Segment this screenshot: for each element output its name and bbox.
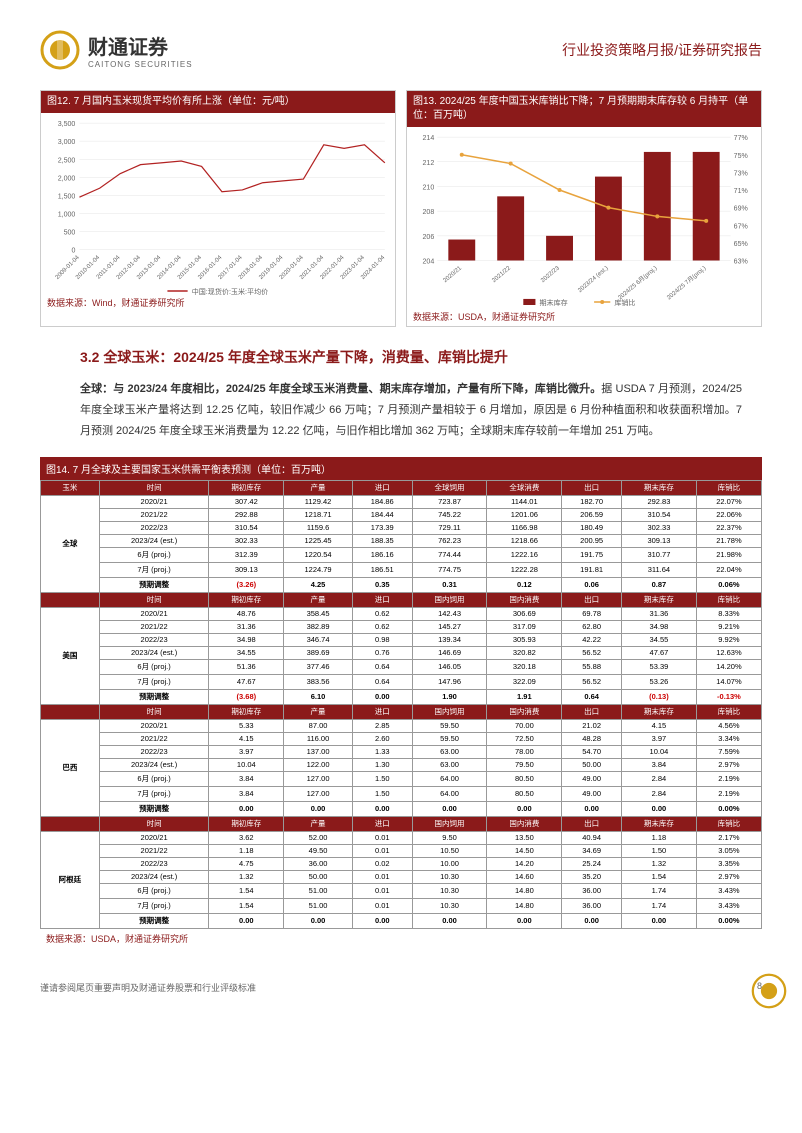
table-row: 7月 (proj.)3.84127.001.5064.0080.5049.002… xyxy=(41,786,762,801)
svg-text:212: 212 xyxy=(423,160,435,167)
table-row: 2021/221.1849.500.0110.5014.5034.691.503… xyxy=(41,844,762,857)
svg-text:69%: 69% xyxy=(734,206,749,213)
section-body-text: 全球：与 2023/24 年度相比，2024/25 年度全球玉米消费量、期末库存… xyxy=(80,379,742,442)
chart-13-svg: 204 206 208 210 212 214 63% 65% 67% 69% 71% 73% 75% 7… xyxy=(407,127,761,309)
table-row: 2023/24 (est.)10.04122.001.3063.0079.505… xyxy=(41,758,762,771)
svg-text:204: 204 xyxy=(423,259,435,266)
section-3-2-title: 3.2 全球玉米：2024/25 年度全球玉米产量下降，消费量、库销比提升 xyxy=(80,347,762,367)
table-row: 2023/24 (est.)34.55389.690.76146.69320.8… xyxy=(41,646,762,659)
svg-text:75%: 75% xyxy=(734,153,749,160)
body-bold: 全球：与 2023/24 年度相比，2024/25 年度全球玉米消费量、期末库存… xyxy=(80,383,601,395)
chart-13-source: 数据来源：USDA，财通证券研究所 xyxy=(407,307,761,326)
svg-text:2023/24 (est.): 2023/24 (est.) xyxy=(577,266,609,295)
svg-text:2,500: 2,500 xyxy=(58,157,76,164)
svg-text:65%: 65% xyxy=(734,241,749,248)
svg-text:2020/21: 2020/21 xyxy=(442,265,463,284)
page-header: 财通证券 CAITONG SECURITIES 行业投资策略月报/证券研究报告 xyxy=(40,30,762,70)
svg-text:67%: 67% xyxy=(734,223,749,230)
svg-text:库销比: 库销比 xyxy=(614,298,635,307)
table-14-title: 图14. 7 月全球及主要国家玉米供需平衡表预测（单位：百万吨） xyxy=(40,457,762,480)
footer-disclaimer: 谨请参阅尾页重要声明及财通证券股票和行业评级标准 xyxy=(40,981,256,994)
table-row: 美国2020/2148.76358.450.62142.43306.6969.7… xyxy=(41,607,762,620)
table-14: 玉米时间期初库存产量进口全球饲用全球消费出口期末库存库销比全球2020/2130… xyxy=(40,480,762,929)
table-14-source: 数据来源：USDA，财通证券研究所 xyxy=(40,929,762,948)
svg-text:0: 0 xyxy=(71,248,75,255)
logo-text-en: CAITONG SECURITIES xyxy=(88,60,193,69)
table-row: 2021/224.15116.002.6059.5072.5048.283.97… xyxy=(41,732,762,745)
table-row: 2021/22292.881218.71184.44745.221201.062… xyxy=(41,508,762,521)
svg-text:2021/22: 2021/22 xyxy=(491,265,512,284)
table-row: 预期调整(3.26)4.250.350.310.120.060.870.06% xyxy=(41,577,762,592)
svg-text:1,000: 1,000 xyxy=(58,211,76,218)
company-logo-icon xyxy=(40,30,80,70)
table-row: 6月 (proj.)3.84127.001.5064.0080.5049.002… xyxy=(41,771,762,786)
logo-area: 财通证券 CAITONG SECURITIES xyxy=(40,30,193,70)
chart-13-title: 图13. 2024/25 年度中国玉米库销比下降；7 月预期期末库存较 6 月持… xyxy=(407,91,761,127)
svg-text:中国:现货价:玉米:平均价: 中国:现货价:玉米:平均价 xyxy=(192,287,269,295)
svg-text:214: 214 xyxy=(423,135,435,142)
svg-text:73%: 73% xyxy=(734,170,749,177)
svg-text:2022/23: 2022/23 xyxy=(540,265,561,284)
table-row: 7月 (proj.)47.67383.560.64147.96322.0956.… xyxy=(41,674,762,689)
page-footer: 谨请参阅尾页重要声明及财通证券股票和行业评级标准 8 xyxy=(40,973,762,994)
table-row: 阿根廷2020/213.6252.000.019.5013.5040.941.1… xyxy=(41,831,762,844)
table-row: 预期调整(3.68)6.100.001.901.910.64(0.13)-0.1… xyxy=(41,689,762,704)
table-row: 巴西2020/215.3387.002.8559.5070.0021.024.1… xyxy=(41,719,762,732)
svg-text:期末库存: 期末库存 xyxy=(539,298,567,307)
chart-12-title: 图12. 7 月国内玉米现货平均价有所上涨（单位：元/吨） xyxy=(41,91,395,113)
table-row: 2023/24 (est.)302.331225.45188.35762.231… xyxy=(41,534,762,547)
chart-12-svg: 05001,0001,5002,0002,5003,0003,5002009-0… xyxy=(41,113,395,295)
table-row: 预期调整0.000.000.000.000.000.000.000.00% xyxy=(41,913,762,928)
chart-12: 图12. 7 月国内玉米现货平均价有所上涨（单位：元/吨） 0 500 1,000 1… xyxy=(40,90,396,327)
table-row: 2022/233.97137.001.3363.0078.0054.7010.0… xyxy=(41,745,762,758)
chart-13: 图13. 2024/25 年度中国玉米库销比下降；7 月预期期末库存较 6 月持… xyxy=(406,90,762,327)
table-row: 6月 (proj.)1.5451.000.0110.3014.8036.001.… xyxy=(41,883,762,898)
svg-text:2024/25 7月(proj.): 2024/25 7月(proj.) xyxy=(666,265,708,302)
svg-text:210: 210 xyxy=(423,185,435,192)
svg-text:1,500: 1,500 xyxy=(58,193,76,200)
logo-text-cn: 财通证券 xyxy=(88,31,193,60)
table-row: 2022/234.7536.000.0210.0014.2025.241.323… xyxy=(41,857,762,870)
table-row: 全球2020/21307.421129.42184.86723.871144.0… xyxy=(41,495,762,508)
corner-badge-icon xyxy=(751,973,787,1009)
table-row: 7月 (proj.)309.131224.79186.51774.751222.… xyxy=(41,562,762,577)
chart-12-source: 数据来源：Wind，财通证券研究所 xyxy=(41,293,395,312)
svg-text:71%: 71% xyxy=(734,188,749,195)
table-row: 2021/2231.36382.890.62145.27317.0962.803… xyxy=(41,620,762,633)
svg-text:3,000: 3,000 xyxy=(58,139,76,146)
table-row: 2022/23310.541159.6173.39729.111166.9818… xyxy=(41,521,762,534)
table-row: 2023/24 (est.)1.3250.000.0110.3014.6035.… xyxy=(41,870,762,883)
svg-text:206: 206 xyxy=(423,234,435,241)
table-row: 7月 (proj.)1.5451.000.0110.3014.8036.001.… xyxy=(41,898,762,913)
report-type-label: 行业投资策略月报/证券研究报告 xyxy=(562,40,762,60)
table-row: 6月 (proj.)51.36377.460.64146.05320.1855.… xyxy=(41,659,762,674)
svg-text:63%: 63% xyxy=(734,259,749,266)
table-row: 预期调整0.000.000.000.000.000.000.000.00% xyxy=(41,801,762,816)
table-row: 6月 (proj.)312.391220.54186.16774.441222.… xyxy=(41,547,762,562)
svg-text:208: 208 xyxy=(423,209,435,216)
svg-text:2024/25 6月(proj.): 2024/25 6月(proj.) xyxy=(617,265,659,302)
svg-text:500: 500 xyxy=(64,230,76,237)
svg-text:77%: 77% xyxy=(734,135,749,142)
svg-text:3,500: 3,500 xyxy=(58,121,76,128)
svg-text:2,000: 2,000 xyxy=(58,175,76,182)
table-14-container: 图14. 7 月全球及主要国家玉米供需平衡表预测（单位：百万吨） 玉米时间期初库… xyxy=(40,457,762,948)
table-row: 2022/2334.98346.740.98139.34305.9342.223… xyxy=(41,633,762,646)
